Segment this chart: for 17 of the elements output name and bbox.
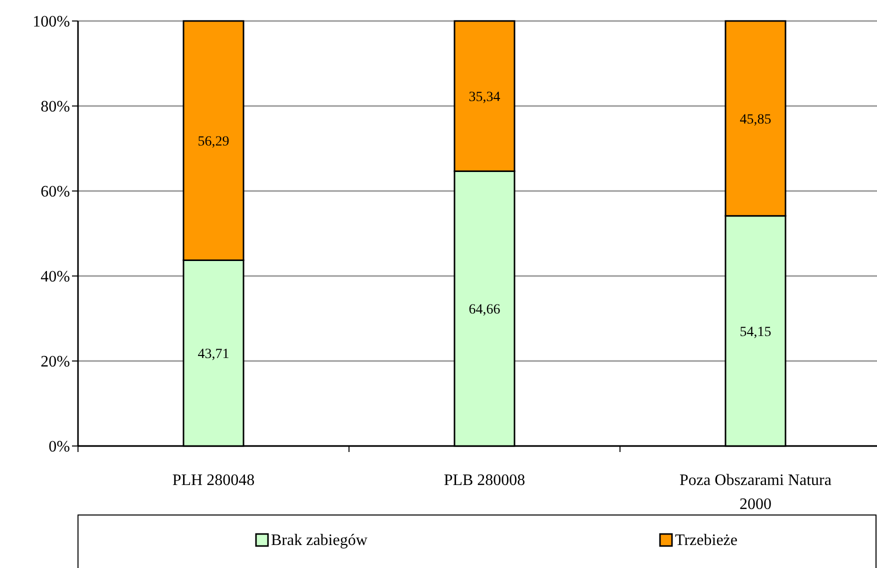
y-tick-label: 100% [32,14,70,31]
x-tick-label: Poza Obszarami Natura 2000 [680,472,832,513]
y-tick-label: 80% [40,98,70,116]
y-tick-label: 0% [48,438,70,456]
y-tick-label: 20% [40,354,70,371]
y-tick-label: 60% [40,184,70,201]
legend-label: Brak zabiegów [271,532,368,549]
data-label: 64,66 [468,302,500,318]
x-tick-label: PLH 280048 [172,472,255,489]
data-label: 56,29 [198,134,230,150]
data-label: 54,15 [740,324,772,340]
data-label: 35,34 [468,90,500,105]
legend-label: Trzebieże [675,532,738,549]
y-tick-label: 40% [40,268,70,286]
x-tick-label: PLB 280008 [444,472,526,489]
data-label: 43,71 [198,347,230,362]
data-label: 45,85 [740,112,772,128]
